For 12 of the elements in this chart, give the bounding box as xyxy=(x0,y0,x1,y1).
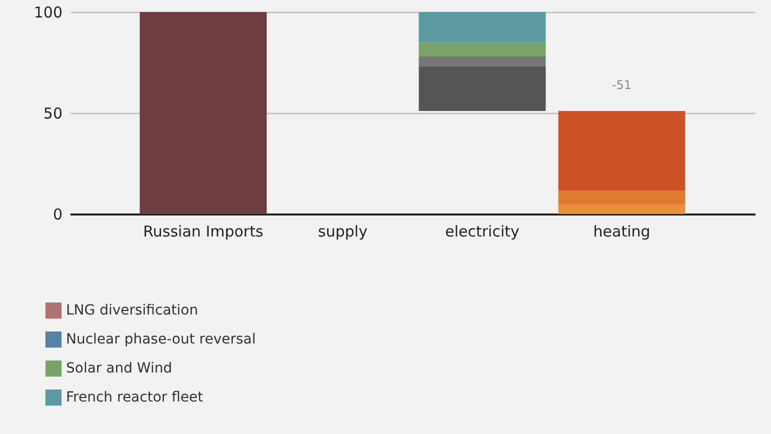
legend-label: Solar and Wind xyxy=(66,360,172,376)
x-tick-label: electricity xyxy=(445,222,520,240)
y-tick-label: 0 xyxy=(52,206,62,224)
y-tick-label: 100 xyxy=(34,4,62,22)
x-tick-label: heating xyxy=(593,222,650,240)
legend-label: LNG diversification xyxy=(66,302,198,318)
y-tick-label: 50 xyxy=(43,104,62,122)
x-tick-label: Russian Imports xyxy=(143,222,264,240)
legend-label: Nuclear phase-out reversal xyxy=(66,332,256,348)
legend-label: French reactor fleet xyxy=(66,390,204,406)
annotation: -51 xyxy=(612,78,632,92)
x-tick-label: supply xyxy=(318,222,368,240)
